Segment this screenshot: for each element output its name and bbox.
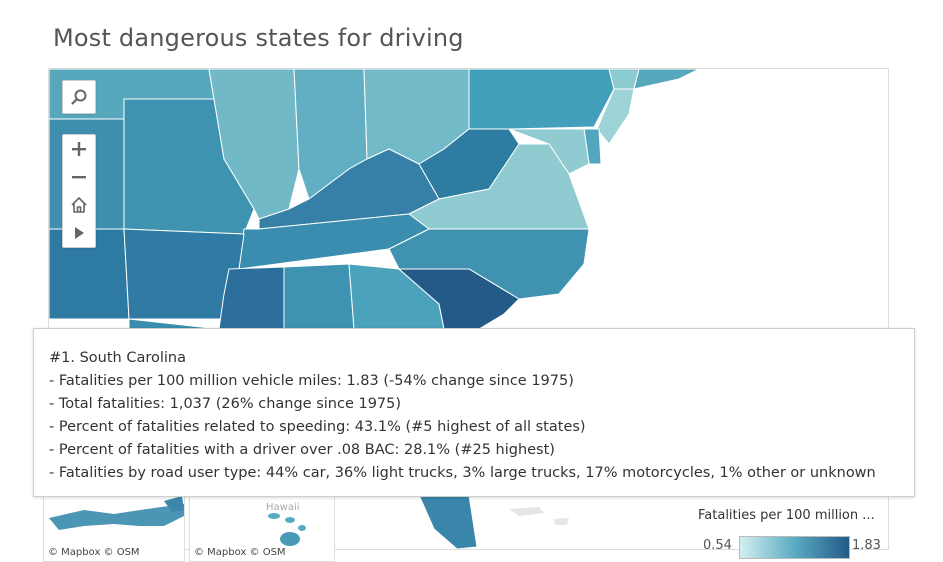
tooltip-line-user-type: - Fatalities by road user type: 44% car,… bbox=[49, 465, 876, 481]
search-icon bbox=[71, 89, 87, 105]
minus-icon bbox=[72, 176, 86, 179]
map-search-button[interactable] bbox=[62, 80, 96, 114]
state-tooltip: #1. South Carolina - Fatalities per 100 … bbox=[33, 328, 915, 497]
inset-credit: © Mapbox © OSM bbox=[194, 547, 286, 558]
map-controls bbox=[62, 80, 96, 248]
state-mississippi[interactable] bbox=[218, 266, 285, 330]
reset-home-button[interactable] bbox=[63, 191, 95, 219]
inset-credit: © Mapbox © OSM bbox=[48, 547, 140, 558]
plus-icon bbox=[72, 142, 86, 156]
zoom-out-button[interactable] bbox=[63, 163, 95, 191]
expand-toolbar-button[interactable] bbox=[63, 219, 95, 247]
state-pennsylvania[interactable] bbox=[468, 69, 615, 130]
tooltip-line-speeding: - Percent of fatalities related to speed… bbox=[49, 419, 586, 435]
legend-max-value: 1.83 bbox=[852, 538, 881, 553]
zoom-toolbar bbox=[62, 134, 96, 248]
legend-title: Fatalities per 100 million ... bbox=[698, 508, 875, 523]
state-alabama[interactable] bbox=[283, 263, 355, 330]
tooltip-line-bac: - Percent of fatalities with a driver ov… bbox=[49, 442, 555, 458]
alaska-shape bbox=[49, 496, 184, 530]
caribbean-land bbox=[509, 507, 569, 525]
state-new-jersey[interactable] bbox=[596, 88, 635, 145]
tooltip-line-fatality-rate: - Fatalities per 100 million vehicle mil… bbox=[49, 373, 574, 389]
hawaii-shape: Hawaii bbox=[266, 502, 306, 546]
play-icon bbox=[75, 227, 84, 239]
home-icon bbox=[71, 197, 87, 213]
hawaii-inset-map[interactable]: Hawaii © Mapbox © OSM bbox=[189, 495, 335, 562]
state-south-carolina[interactable] bbox=[397, 268, 520, 330]
state-maryland[interactable] bbox=[508, 128, 590, 175]
map-canvas[interactable] bbox=[49, 69, 888, 549]
page-title: Most dangerous states for driving bbox=[53, 24, 464, 52]
tooltip-line-total-fatalities: - Total fatalities: 1,037 (26% change si… bbox=[49, 396, 402, 412]
state-florida[interactable] bbox=[418, 494, 478, 549]
alaska-inset-map[interactable]: © Mapbox © OSM bbox=[43, 495, 185, 562]
legend-color-ramp bbox=[739, 536, 850, 559]
state-new-england[interactable] bbox=[633, 69, 700, 90]
hawaii-label: Hawaii bbox=[266, 502, 300, 513]
zoom-in-button[interactable] bbox=[63, 135, 95, 163]
tooltip-heading: #1. South Carolina bbox=[49, 350, 186, 366]
legend-min-value: 0.54 bbox=[703, 538, 732, 553]
